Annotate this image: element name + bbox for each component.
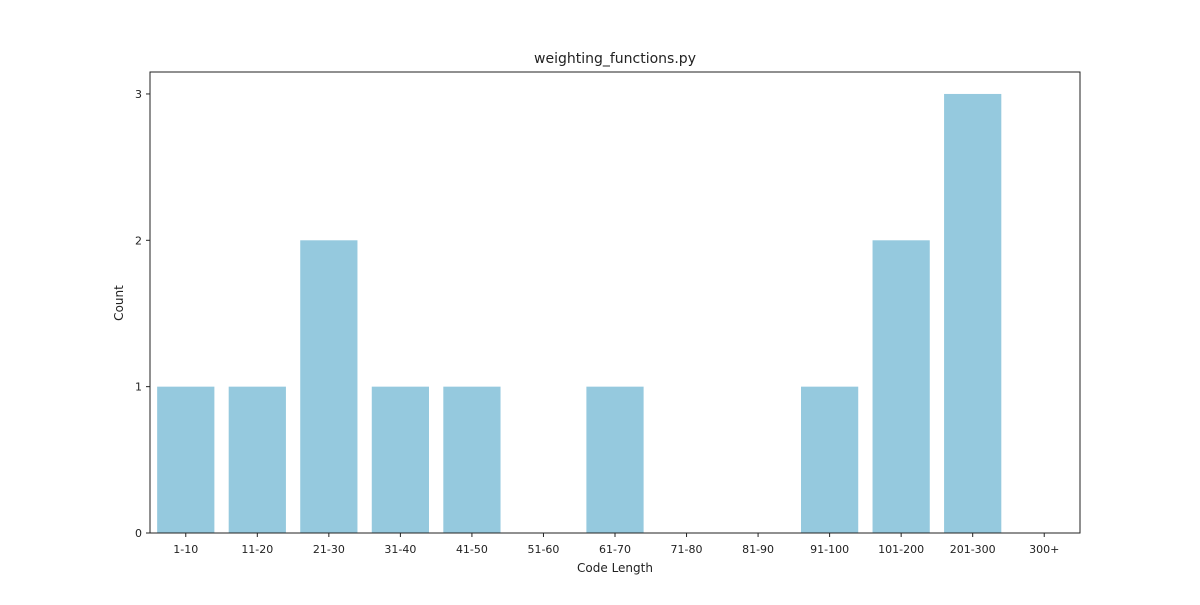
x-tick-label: 101-200	[878, 543, 924, 556]
x-tick-label: 300+	[1029, 543, 1059, 556]
x-tick-label: 41-50	[456, 543, 488, 556]
y-tick-label: 2	[135, 234, 142, 247]
bar-201-300	[944, 93, 1002, 533]
bars-layer	[157, 93, 1002, 534]
y-tick-label: 3	[135, 88, 142, 101]
x-tick-label: 61-70	[599, 543, 631, 556]
x-tick-label: 91-100	[810, 543, 849, 556]
bar-61-70	[586, 386, 644, 533]
bar-1-10	[157, 386, 215, 533]
bar-41-50	[443, 386, 501, 533]
y-tick-label: 0	[135, 527, 142, 540]
y-axis: 0 1 2 3	[135, 88, 150, 540]
x-tick-label: 71-80	[671, 543, 703, 556]
x-tick-label: 51-60	[527, 543, 559, 556]
x-axis-label: Code Length	[577, 561, 653, 575]
chart-title: weighting_functions.py	[534, 51, 696, 67]
x-tick-label: 11-20	[241, 543, 273, 556]
x-tick-label: 31-40	[384, 543, 416, 556]
x-tick-label: 1-10	[173, 543, 198, 556]
y-axis-label: Count	[112, 285, 126, 321]
bar-11-20	[228, 386, 286, 533]
bar-21-30	[300, 240, 358, 534]
y-tick-label: 1	[135, 381, 142, 394]
x-tick-label: 21-30	[313, 543, 345, 556]
bar-91-100	[801, 386, 859, 533]
x-tick-label: 201-300	[950, 543, 996, 556]
bar-31-40	[371, 386, 429, 533]
x-axis: 1-10 11-20 21-30 31-40 41-50 51-60 61-70 71-80 8…	[173, 533, 1059, 556]
bar-101-200	[872, 240, 930, 534]
x-tick-label: 81-90	[742, 543, 774, 556]
